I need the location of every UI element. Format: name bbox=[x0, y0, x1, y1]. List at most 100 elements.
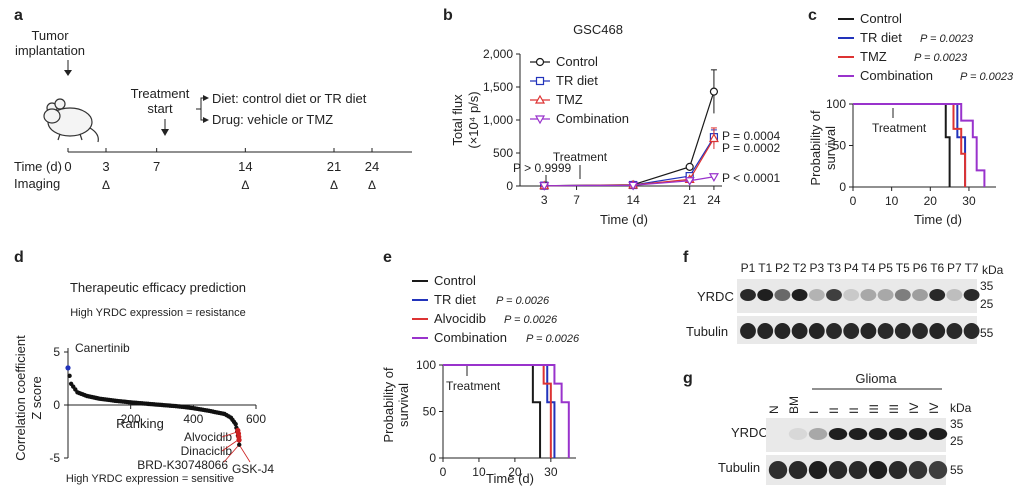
panel-d: d Therapeutic efficacy prediction High Y… bbox=[13, 249, 274, 485]
panel-b-xtick-label: 24 bbox=[707, 193, 721, 207]
panel-e-legend: Control TR diet P = 0.0026 Alvocidib P = 0.0… bbox=[412, 273, 580, 345]
lane-label-1: T1 bbox=[758, 261, 772, 275]
lane-label-9: T5 bbox=[896, 261, 910, 275]
panel-c-curve-0 bbox=[853, 103, 951, 187]
lane-label-8: IV bbox=[927, 403, 941, 414]
panel-b-axes: 0 500 1,000 1,500 2,000 3 7 14 21 24 bbox=[483, 47, 722, 207]
yrdc-band bbox=[826, 289, 842, 301]
tubulin-band bbox=[843, 323, 860, 339]
panel-b-xtick-label: 21 bbox=[683, 193, 697, 207]
drug-text: Drug: vehicle or TMZ bbox=[212, 112, 333, 127]
imaging-marker-14: Δ bbox=[241, 178, 249, 192]
timeline-ticks bbox=[67, 148, 373, 152]
yrdc-band bbox=[929, 289, 946, 301]
tumor-arrowhead bbox=[64, 70, 72, 76]
tubulin-band bbox=[908, 461, 928, 479]
panel-d-xtick-label: 600 bbox=[246, 412, 266, 426]
panel-b-line-3 bbox=[544, 176, 715, 187]
panel-b-legend: Control TR diet TMZ Combination bbox=[530, 54, 629, 126]
tubulin-band bbox=[912, 323, 928, 339]
panel-g-group: Glioma bbox=[855, 371, 897, 386]
lane-label-6: P4 bbox=[844, 261, 859, 275]
lane-label-6: III bbox=[887, 404, 901, 414]
tubulin-band bbox=[740, 323, 756, 339]
panel-b-ylabel-1: Total flux bbox=[450, 94, 465, 146]
yrdc-band bbox=[828, 428, 848, 440]
panel-f-kda: kDa bbox=[982, 263, 1004, 277]
lane-label-4: P3 bbox=[809, 261, 824, 275]
lane-label-3: T2 bbox=[793, 261, 807, 275]
panel-b-ytick-label: 1,000 bbox=[483, 113, 513, 127]
tubulin-band bbox=[788, 461, 808, 479]
panel-c-legend-p: P = 0.0023 bbox=[960, 71, 1014, 83]
panel-e-ytick-label: 100 bbox=[416, 358, 436, 372]
tubulin-band bbox=[928, 461, 948, 479]
panel-b-title: GSC468 bbox=[573, 22, 623, 37]
panel-b-p-tmz: P = 0.0002 bbox=[722, 141, 780, 155]
panel-e-xtick-label: 30 bbox=[544, 465, 558, 479]
yrdc-band bbox=[908, 428, 928, 440]
yrdc-band bbox=[946, 289, 963, 301]
lane-label-5: T3 bbox=[827, 261, 841, 275]
panel-c-xtick-label: 0 bbox=[850, 194, 857, 208]
panel-c-curve-2 bbox=[853, 103, 967, 187]
yrdc-band bbox=[894, 289, 911, 301]
yrdc-band bbox=[843, 289, 860, 301]
lane-label-7: T4 bbox=[861, 261, 875, 275]
panel-c-legend-label: Control bbox=[860, 11, 902, 26]
lane-label-2: P2 bbox=[775, 261, 790, 275]
tubulin-band bbox=[894, 323, 911, 339]
lane-label-5: III bbox=[867, 404, 881, 414]
timeline-day-24: 24 bbox=[365, 159, 379, 174]
panel-e-legend-label: TR diet bbox=[434, 292, 476, 307]
panel-e-ylabel-2: survival bbox=[396, 383, 411, 427]
treatment-label-1: Treatment bbox=[131, 86, 190, 101]
panel-d-title: Therapeutic efficacy prediction bbox=[70, 280, 246, 295]
panel-d-xtick-label: 400 bbox=[183, 412, 203, 426]
yrdc-band bbox=[740, 289, 756, 301]
panel-b-ytick-label: 2,000 bbox=[483, 47, 513, 61]
lane-label-11: T6 bbox=[930, 261, 944, 275]
panel-b-ytick-label: 0 bbox=[506, 179, 513, 193]
tubulin-band bbox=[808, 461, 828, 479]
panel-f-lane-labels: P1 T1 P2 T2 P3 T3 P4 T4 P5 T5 P6 T6 P7 T7 bbox=[741, 261, 979, 275]
panel-d-top-note: High YRDC expression = resistance bbox=[70, 307, 246, 319]
lane-label-10: P6 bbox=[913, 261, 928, 275]
lane-label-12: P7 bbox=[947, 261, 962, 275]
timeline-day-14: 14 bbox=[238, 159, 252, 174]
panel-f-mw-25: 25 bbox=[980, 297, 994, 311]
yrdc-band bbox=[868, 428, 888, 440]
panel-c-label: c bbox=[808, 7, 817, 24]
panel-g-mw-25: 25 bbox=[950, 434, 964, 448]
panel-b-point bbox=[539, 182, 550, 191]
panel-b-point bbox=[708, 173, 719, 182]
panel-d-bottom-note: High YRDC expression = sensitive bbox=[66, 473, 234, 485]
timeline-day-3: 3 bbox=[102, 159, 109, 174]
panel-f-label: f bbox=[683, 249, 689, 266]
panel-d-dinaciclib: Dinaciclib bbox=[181, 444, 233, 458]
panel-c-ytick-label: 50 bbox=[833, 139, 847, 153]
panel-b-series bbox=[539, 69, 719, 191]
panel-b-point bbox=[709, 87, 719, 96]
tubulin-band bbox=[877, 323, 894, 339]
tubulin-band bbox=[774, 323, 791, 339]
panel-g-mw-55: 55 bbox=[950, 463, 964, 477]
panel-c-xtick-label: 10 bbox=[885, 194, 899, 208]
treatment-arrowhead bbox=[161, 129, 169, 136]
tubulin-band bbox=[826, 323, 842, 339]
panel-c-ylabel-2: survival bbox=[823, 126, 838, 170]
panel-c-legend-p: P = 0.0023 bbox=[914, 52, 968, 64]
timeline-day-21: 21 bbox=[327, 159, 341, 174]
panel-c-xlabel: Time (d) bbox=[914, 212, 962, 227]
panel-b-legend-marker bbox=[534, 115, 546, 125]
panel-b-xtick-label: 14 bbox=[626, 193, 640, 207]
panel-d-canertinib: Canertinib bbox=[75, 341, 130, 355]
lane-label-13: T7 bbox=[965, 261, 979, 275]
panel-g-label: g bbox=[683, 370, 693, 387]
tubulin-band bbox=[946, 323, 963, 339]
panel-f-mw-55: 55 bbox=[980, 326, 994, 340]
panel-c-ytick-label: 100 bbox=[826, 97, 846, 111]
tumor-label-2: implantation bbox=[15, 43, 85, 58]
